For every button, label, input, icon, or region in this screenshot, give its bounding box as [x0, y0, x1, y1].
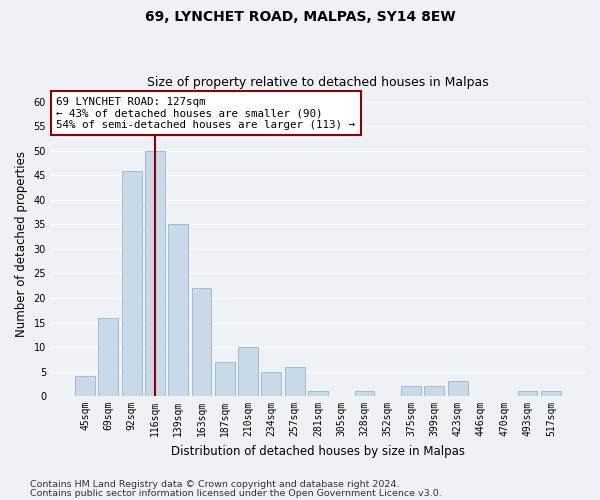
Bar: [191, 288, 211, 396]
Y-axis label: Number of detached properties: Number of detached properties: [15, 151, 28, 337]
Bar: [355, 391, 374, 396]
Bar: [122, 170, 142, 396]
Bar: [308, 391, 328, 396]
Bar: [424, 386, 444, 396]
Bar: [98, 318, 118, 396]
Text: Contains public sector information licensed under the Open Government Licence v3: Contains public sector information licen…: [30, 489, 442, 498]
Bar: [262, 372, 281, 396]
Bar: [285, 366, 305, 396]
Bar: [145, 151, 165, 396]
Text: 69, LYNCHET ROAD, MALPAS, SY14 8EW: 69, LYNCHET ROAD, MALPAS, SY14 8EW: [145, 10, 455, 24]
Text: Contains HM Land Registry data © Crown copyright and database right 2024.: Contains HM Land Registry data © Crown c…: [30, 480, 400, 489]
Bar: [401, 386, 421, 396]
Bar: [75, 376, 95, 396]
Bar: [541, 391, 561, 396]
Bar: [215, 362, 235, 396]
Bar: [238, 347, 258, 396]
Bar: [518, 391, 538, 396]
Title: Size of property relative to detached houses in Malpas: Size of property relative to detached ho…: [147, 76, 489, 90]
Bar: [169, 224, 188, 396]
Text: 69 LYNCHET ROAD: 127sqm
← 43% of detached houses are smaller (90)
54% of semi-de: 69 LYNCHET ROAD: 127sqm ← 43% of detache…: [56, 96, 355, 130]
Bar: [448, 382, 467, 396]
X-axis label: Distribution of detached houses by size in Malpas: Distribution of detached houses by size …: [171, 444, 465, 458]
